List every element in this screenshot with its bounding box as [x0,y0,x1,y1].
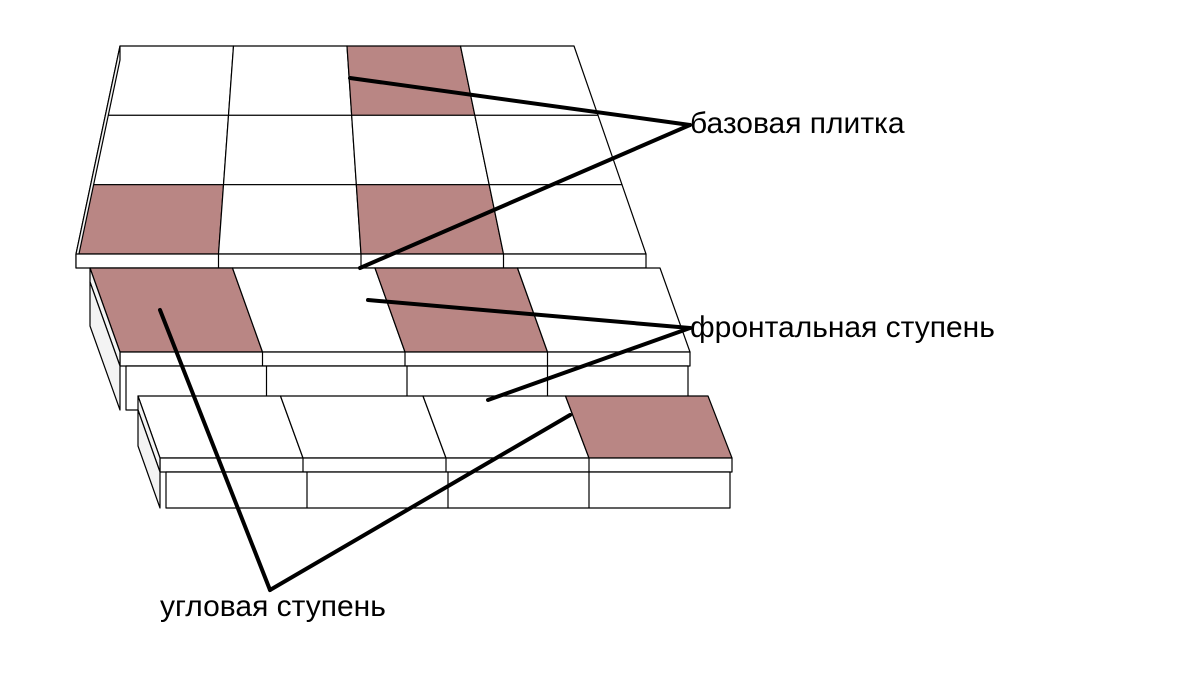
stair-tile-diagram: базовая плитка фронтальная ступень углов… [0,0,1200,673]
platform-tile [91,115,229,184]
step-bottom-tread [138,396,303,458]
platform-tile [475,115,622,184]
platform-tile [356,185,503,254]
platform-tile [229,46,352,115]
platform-tile [461,46,599,115]
step-middle-tread [518,268,691,352]
label-base-tile: базовая плитка [690,107,905,140]
platform-tile [224,115,357,184]
step-bottom-tread [566,396,733,458]
platform-tile [219,185,362,254]
label-corner-step: угловая ступень [160,590,386,623]
platform-tile [105,46,233,115]
platform-tile [352,115,490,184]
step-bottom-tread [423,396,589,458]
platform-tile [489,185,646,254]
label-front-step: фронтальная ступень [690,311,995,344]
step-bottom-tread [281,396,447,458]
platform-tile [76,185,224,254]
